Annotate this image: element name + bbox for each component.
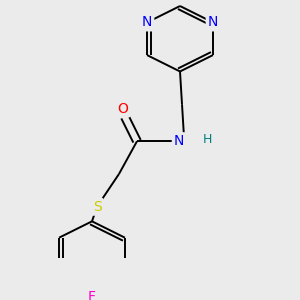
Text: H: H xyxy=(202,133,212,146)
Text: F: F xyxy=(88,290,96,300)
Text: O: O xyxy=(118,101,128,116)
Text: N: N xyxy=(142,15,152,29)
Text: N: N xyxy=(208,15,218,29)
Text: N: N xyxy=(174,134,184,148)
Text: S: S xyxy=(93,200,101,214)
